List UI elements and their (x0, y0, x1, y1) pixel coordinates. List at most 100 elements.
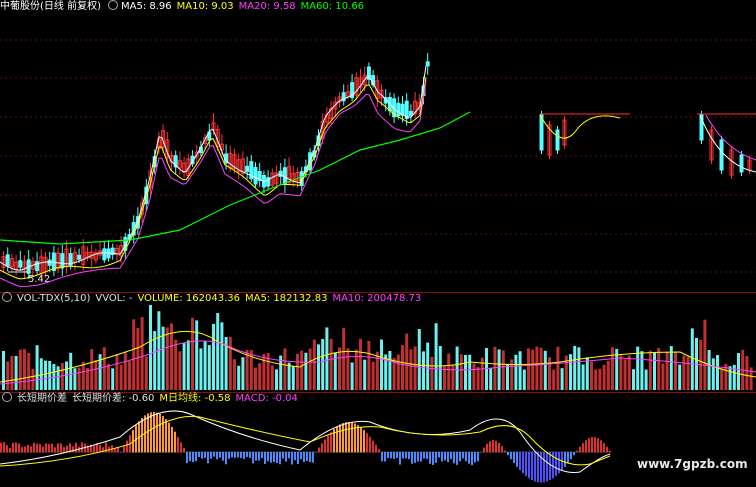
volume-bar (149, 305, 152, 390)
volume-bar (216, 312, 220, 390)
macd-histogram-bar (333, 429, 335, 453)
price-candle (358, 77, 363, 88)
volume-bar (354, 349, 358, 390)
price-candle (236, 159, 241, 172)
macd-histogram-bar (405, 452, 407, 459)
macd-histogram-bar (468, 452, 470, 464)
price-candle (253, 167, 258, 185)
macd-histogram-bar (81, 442, 83, 453)
volume-bar (594, 369, 598, 390)
volume-bar (417, 329, 421, 390)
macd-histogram-bar (87, 445, 89, 453)
price-candle (81, 246, 86, 266)
macd-histogram-bar (372, 440, 374, 453)
volume-bar (703, 319, 707, 390)
price-candle (547, 124, 552, 156)
macd-histogram-bar (222, 452, 224, 461)
macd-histogram-bar (459, 452, 461, 462)
price-candle (555, 129, 560, 151)
macd-histogram-bar (66, 445, 68, 453)
volume-bar (665, 351, 669, 390)
macd-histogram-bar (597, 438, 599, 453)
volume-bar (577, 347, 581, 390)
macd-circle-icon[interactable] (2, 392, 12, 402)
macd-panel[interactable]: 长短期价差 长短期价差: -0.60 M日均线: -0.58 MACD: -0.04 (0, 392, 756, 487)
macd-histogram-bar (420, 452, 422, 462)
volume-bar (623, 359, 627, 390)
volume-bar (258, 363, 262, 390)
macd-histogram-bar (591, 437, 593, 453)
volume-bar (413, 346, 417, 390)
macd-histogram-bar (507, 452, 509, 456)
volume-bar (434, 323, 438, 390)
price-candle (9, 257, 14, 267)
macd-histogram-bar (237, 452, 239, 458)
macd-histogram-bar (609, 450, 611, 453)
volume-bar (283, 348, 287, 390)
volume-bar (648, 350, 652, 390)
macd-header: 长短期价差 长短期价差: -0.60 M日均线: -0.58 MACD: -0.04 (0, 392, 303, 404)
macd-histogram-bar (288, 452, 290, 459)
volume-bar (153, 331, 157, 390)
price-candle (182, 162, 187, 173)
macd-histogram-bar (102, 447, 104, 453)
price-candle (287, 166, 292, 184)
volume-bar (682, 355, 686, 390)
price-candle (140, 202, 145, 215)
macd-histogram-bar (546, 452, 548, 482)
macd-indicator-name: 长短期价差 (17, 393, 67, 404)
macd-histogram-bar (249, 452, 251, 458)
volume-bar (199, 348, 203, 390)
volume-bar (716, 355, 719, 390)
macd-histogram-bar (387, 452, 389, 459)
macd-histogram-bar (402, 452, 404, 459)
volume-bar (585, 357, 589, 390)
volume-bar (451, 365, 455, 390)
macd-histogram-bar (513, 452, 515, 464)
volume-bar (249, 350, 253, 390)
volume-bar (241, 357, 245, 390)
volume-bar (598, 368, 602, 390)
macd-histogram-bar (414, 452, 416, 463)
ma10-line (539, 114, 621, 139)
volume-bar (203, 341, 207, 390)
price-chart-panel[interactable]: 中葡股份(日线 前复权) MA5: 8.96 MA10: 9.03 MA20: 9.5… (0, 0, 756, 292)
macd-histogram-bar (411, 452, 413, 464)
volume-bar (56, 366, 60, 390)
volume-bar (543, 350, 547, 390)
macd-histogram-bar (525, 452, 527, 476)
volume-bar (266, 353, 270, 390)
volume-bar (535, 346, 539, 390)
volume-bar (669, 346, 673, 390)
macd-histogram-bar (426, 452, 428, 459)
macd-histogram-bar (366, 433, 368, 453)
macd-histogram-bar (180, 442, 182, 453)
price-candle (266, 177, 271, 187)
vol-circle-icon[interactable] (2, 292, 12, 302)
volume-bar (186, 340, 190, 390)
volume-panel[interactable]: VOL-TDX(5,10) VVOL: - VOLUME: 162043.36 MA5… (0, 292, 756, 392)
macd-histogram-bar (531, 452, 533, 481)
volume-bar (686, 356, 690, 390)
volume-bar (60, 363, 64, 390)
volume-bar (212, 323, 215, 390)
macd-histogram-bar (351, 422, 353, 453)
macd-histogram-bar (174, 431, 176, 453)
macd-histogram-bar (450, 452, 452, 460)
macd-histogram-bar (603, 443, 605, 453)
macd-histogram-bar (33, 442, 35, 453)
macd-histogram-bar (210, 452, 212, 459)
volume-bar (107, 363, 110, 390)
panel-divider (0, 392, 756, 393)
volume-bar (161, 326, 165, 390)
macd-histogram-bar (309, 452, 311, 463)
volume-bar (724, 363, 728, 390)
macd-histogram-bar (69, 443, 71, 453)
volume-bar (401, 345, 404, 390)
macd-histogram-bar (312, 452, 314, 463)
settings-circle-icon[interactable] (107, 0, 118, 10)
volume-bar (317, 344, 320, 390)
macd-histogram-bar (171, 426, 173, 453)
volume-bar (459, 354, 463, 390)
ma20-line (0, 81, 427, 288)
